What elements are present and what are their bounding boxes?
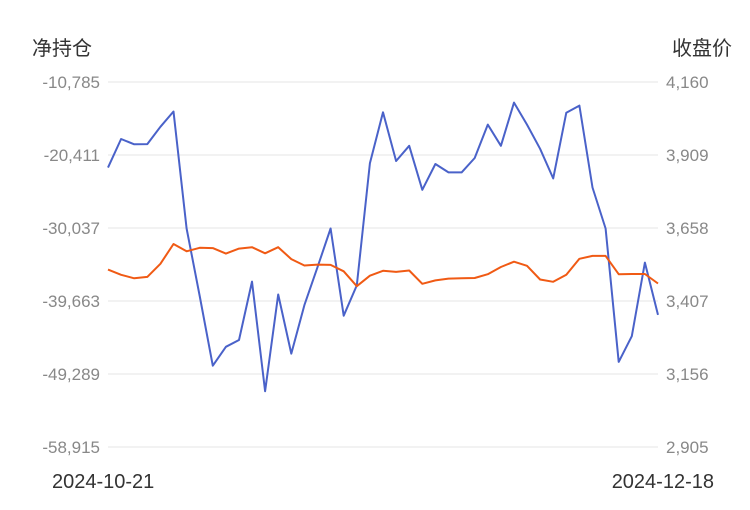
right-tick-label: 4,160: [666, 73, 709, 92]
left-tick-label: -30,037: [42, 219, 100, 238]
close-price-series-line: [107, 243, 659, 288]
left-axis-ticks: -10,785 -20,411 -30,037 -39,663 -49,289 -58,9…: [42, 73, 100, 457]
left-tick-label: -10,785: [42, 73, 100, 92]
left-tick-label: -20,411: [44, 146, 100, 165]
right-tick-label: 2,905: [666, 438, 709, 457]
right-tick-label: 3,156: [666, 365, 709, 384]
right-tick-label: 3,407: [666, 292, 709, 311]
x-label-end: 2024-12-18: [612, 471, 714, 493]
left-axis-title: 净持仓: [32, 36, 92, 60]
right-axis-title: 收盘价: [672, 36, 732, 60]
left-tick-label: -58,915: [42, 438, 100, 457]
x-label-start: 2024-10-21: [52, 471, 154, 493]
left-tick-label: -39,663: [42, 292, 100, 311]
right-axis-ticks: 4,160 3,909 3,658 3,407 3,156 2,905: [666, 73, 709, 457]
net-position-series-line: [107, 101, 659, 393]
left-tick-label: -49,289: [42, 365, 100, 384]
right-tick-label: 3,658: [666, 219, 709, 238]
series-lines: [107, 101, 659, 393]
right-tick-label: 3,909: [666, 146, 709, 165]
